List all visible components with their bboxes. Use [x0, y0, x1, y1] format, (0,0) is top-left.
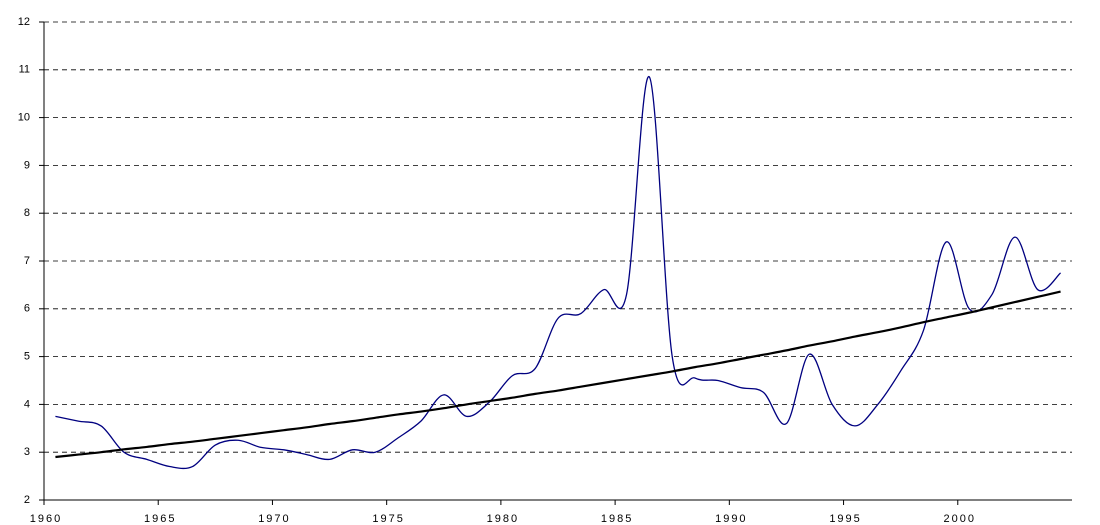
x-tick-label: 1990 [715, 513, 747, 525]
x-tick-label: 1980 [487, 513, 519, 525]
y-tick-label: 8 [24, 207, 30, 219]
y-tick-label: 11 [19, 64, 30, 76]
x-tick-label: 1975 [372, 513, 404, 525]
y-tick-label: 12 [18, 16, 30, 28]
y-tick-label: 7 [24, 255, 30, 267]
y-tick-label: 9 [24, 159, 30, 171]
x-tick-label: 2000 [944, 513, 976, 525]
y-tick-label: 10 [18, 112, 30, 124]
y-tick-label: 2 [24, 494, 30, 506]
series-line [55, 76, 1062, 470]
series-line [55, 290, 1061, 459]
y-tick-label: 6 [24, 303, 30, 315]
y-tick-label: 4 [24, 398, 30, 410]
x-tick-label: 1965 [144, 513, 176, 525]
x-tick-label: 1970 [258, 513, 290, 525]
y-tick-label: 3 [24, 446, 30, 458]
x-tick-label: 1960 [30, 513, 62, 525]
y-tick-label: 5 [24, 351, 30, 363]
x-tick-label: 1995 [829, 513, 861, 525]
x-tick-label: 1985 [601, 513, 633, 525]
